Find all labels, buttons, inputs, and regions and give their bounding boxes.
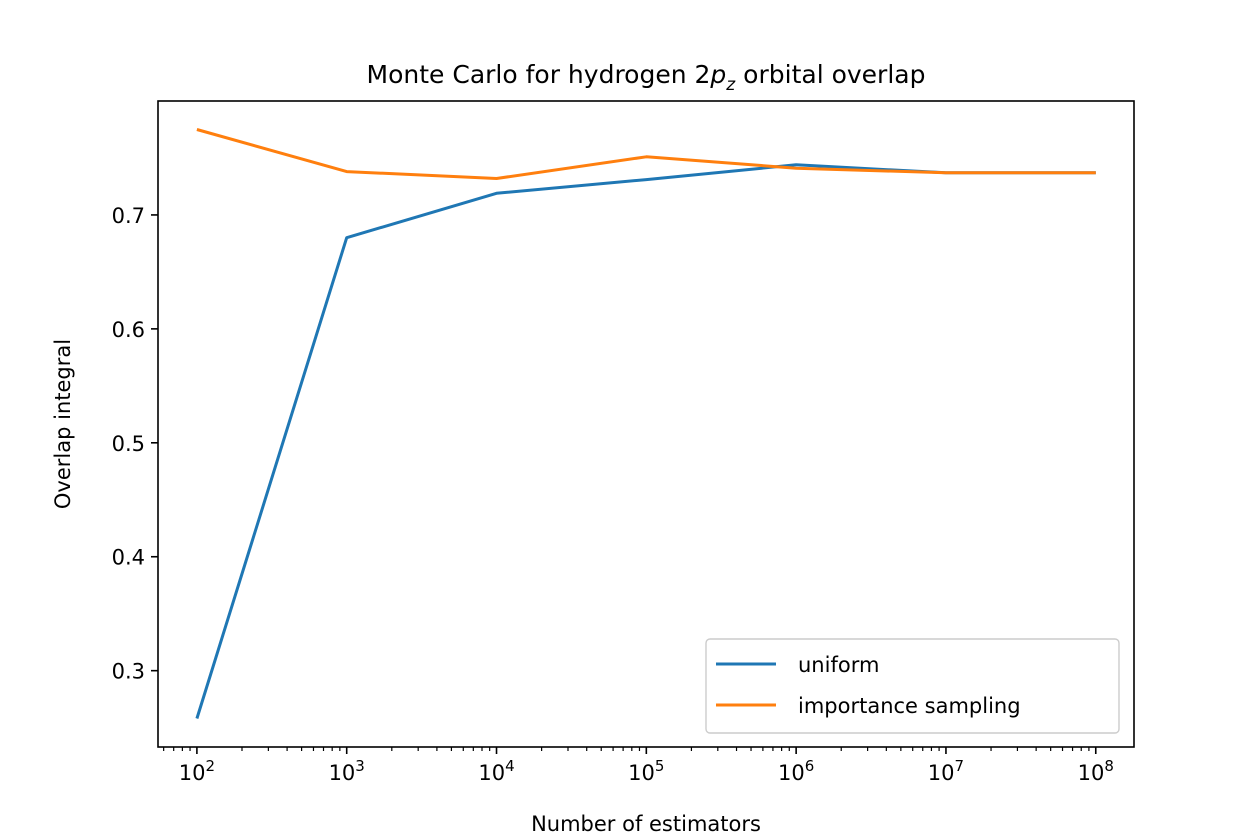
- y-axis-label: Overlap integral: [51, 339, 75, 509]
- x-tick-label: 107: [928, 757, 964, 785]
- legend-box: [705, 638, 1120, 734]
- legend-label-1: importance sampling: [798, 694, 1021, 718]
- y-tick-label: 0.4: [112, 546, 145, 570]
- x-tick-label: 106: [778, 757, 814, 785]
- x-tick-label: 102: [179, 757, 215, 785]
- x-axis: 102 103 104 105 106 107 108: [163, 747, 1114, 785]
- legend: uniform importance sampling: [705, 638, 1120, 734]
- plot-lines: [195, 128, 1096, 719]
- chart-title-suffix: orbital overlap: [735, 60, 925, 89]
- x-tick-label: 104: [478, 757, 514, 785]
- y-tick-label: 0.5: [112, 432, 145, 456]
- y-axis: 0.3 0.4 0.5 0.6 0.7: [112, 204, 158, 684]
- x-tick-label: 105: [628, 757, 664, 785]
- chart-title-var: p: [709, 60, 726, 89]
- x-tick-label: 103: [329, 757, 365, 785]
- series-line-0: [195, 163, 1096, 719]
- x-axis-label: Number of estimators: [531, 812, 761, 836]
- x-tick-label: 108: [1078, 757, 1114, 785]
- y-tick-label: 0.3: [112, 660, 145, 684]
- legend-label-0: uniform: [798, 653, 879, 677]
- y-tick-label: 0.7: [112, 204, 145, 228]
- chart-title-prefix: Monte Carlo for hydrogen 2: [367, 60, 711, 89]
- chart-title: Monte Carlo for hydrogen 2pz orbital ove…: [367, 60, 926, 95]
- series-line-1: [196, 128, 1096, 180]
- y-tick-label: 0.6: [112, 318, 145, 342]
- chart-title-sub: z: [725, 75, 736, 95]
